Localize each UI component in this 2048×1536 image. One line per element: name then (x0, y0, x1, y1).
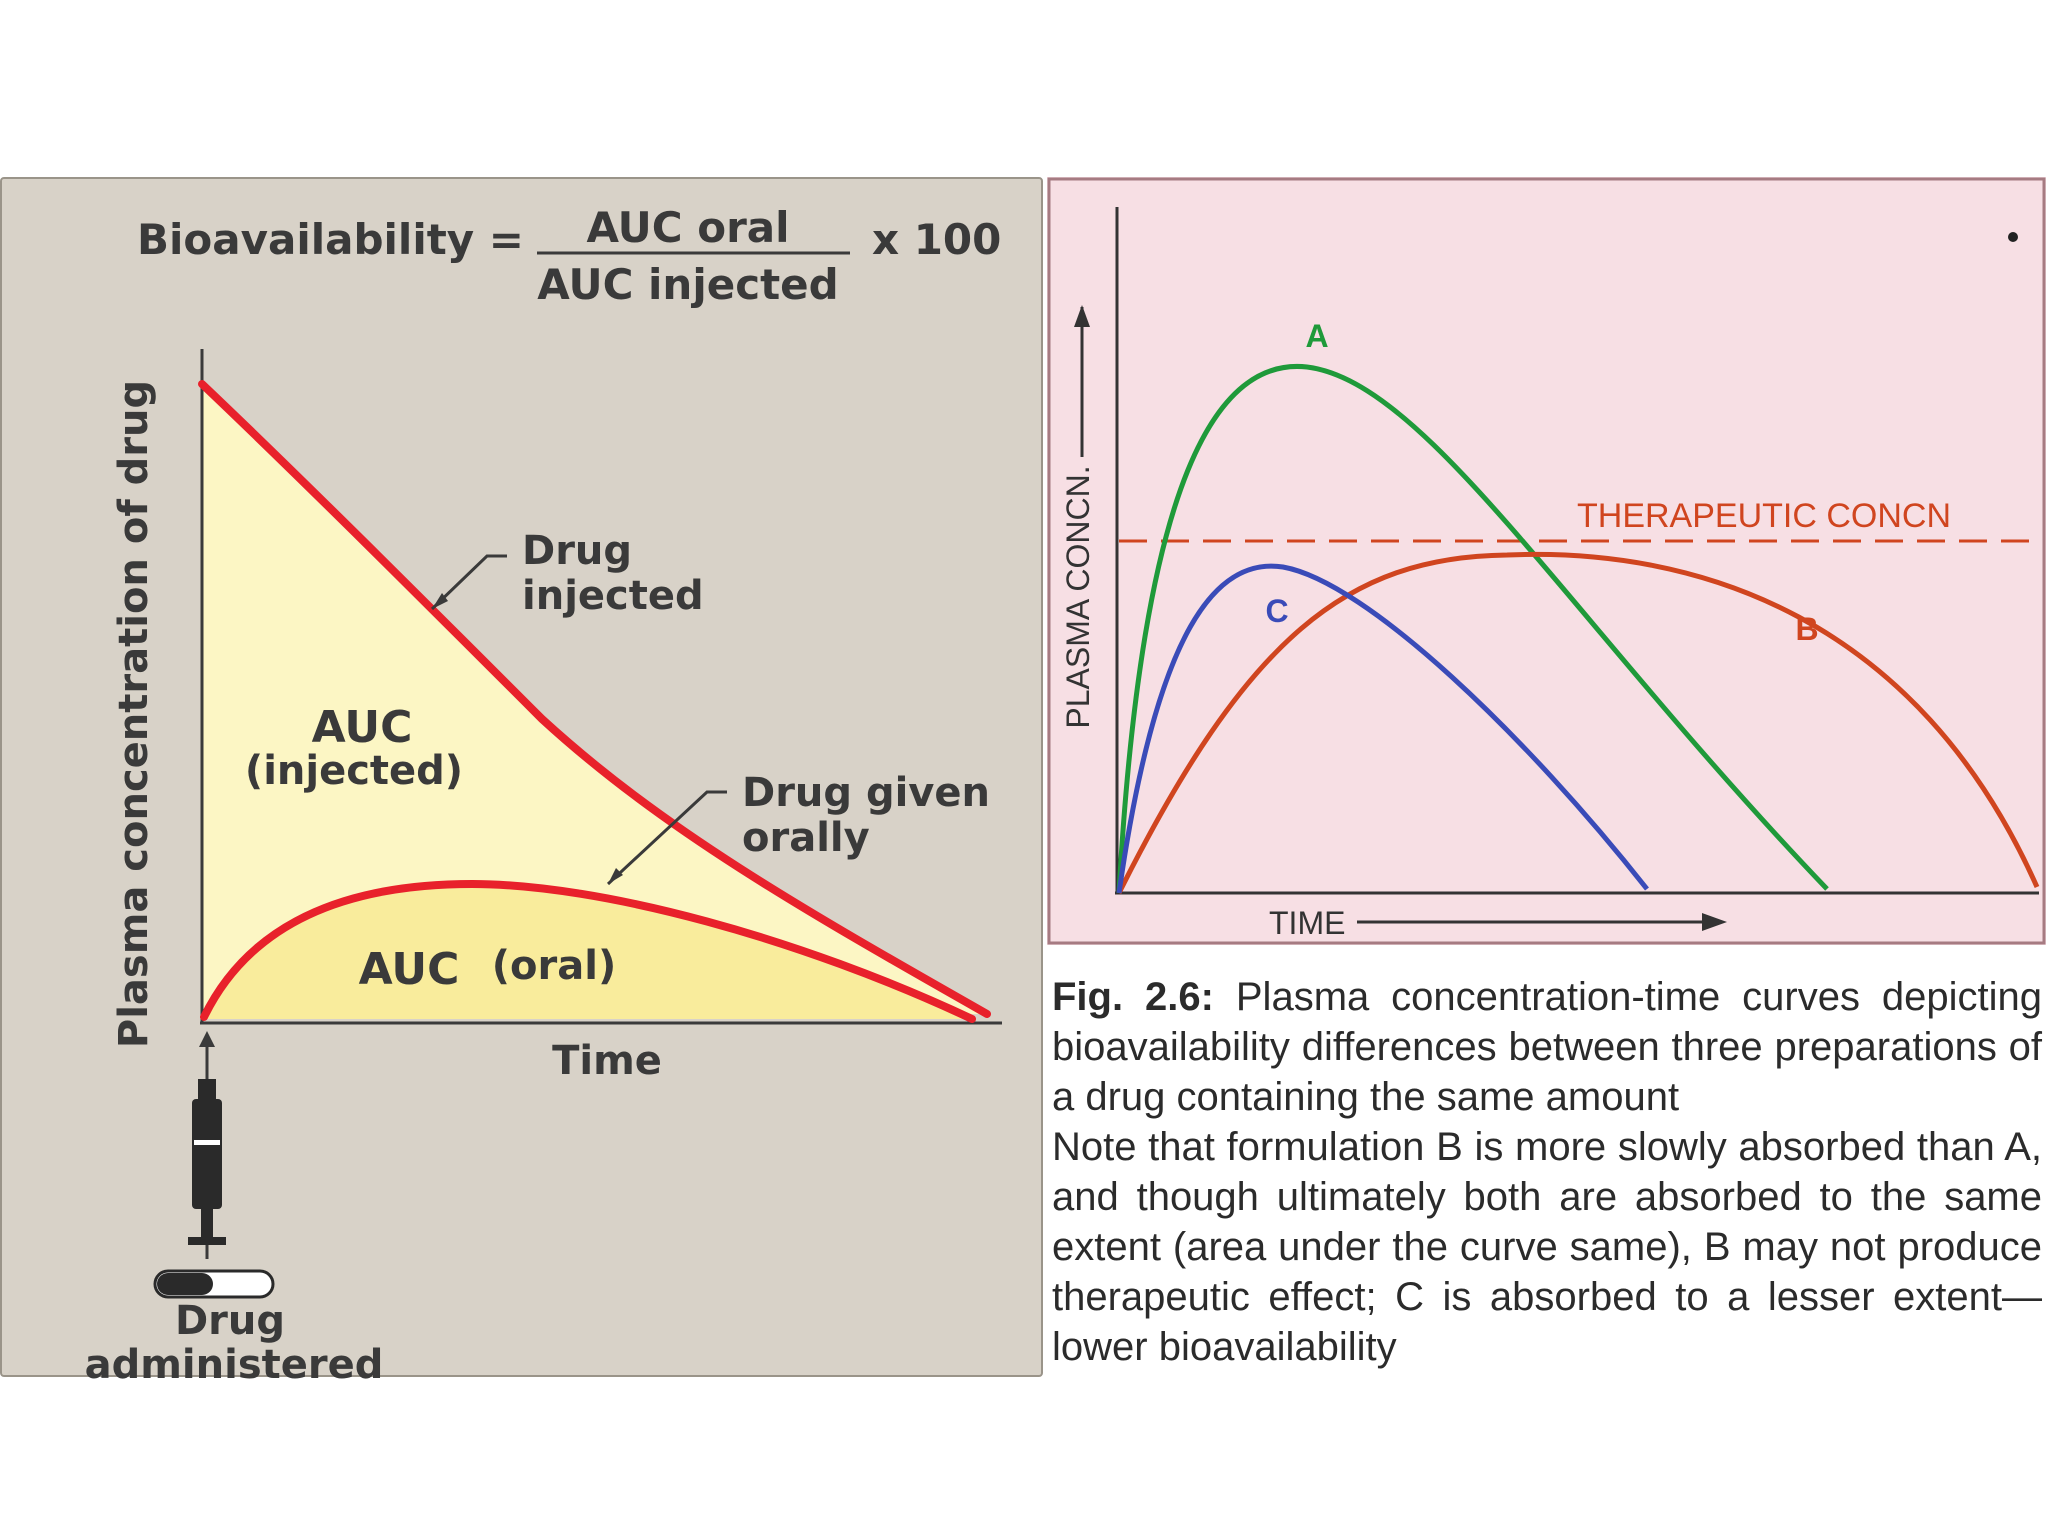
print-speck (2008, 232, 2018, 242)
left-chart-svg: Bioavailability = AUC oral AUC injected … (85, 203, 1002, 1379)
syringe-icon (188, 1031, 226, 1259)
series-line-A (1116, 363, 1829, 894)
auc-injected-label-1: AUC (312, 702, 413, 753)
left-panel: Bioavailability = AUC oral AUC injected … (0, 177, 1043, 1379)
left-x-axis-label: Time (552, 1038, 662, 1084)
caption-fig-number: Fig. 2.6: (1052, 975, 1214, 1019)
administered-label-2: administered (85, 1342, 384, 1379)
label-injected-line1: Drug (522, 528, 632, 574)
auc-oral-area (202, 884, 972, 1019)
series-line-drug-injected (198, 380, 991, 1018)
pointer-oral (606, 790, 727, 886)
series-label-C: C (1265, 593, 1288, 629)
right-x-arrow-head (1702, 913, 1727, 931)
right-chart-svg: PLASMA CONCN. TIME THERAPEUTIC CONCN A C… (1047, 177, 2046, 945)
formula-lhs: Bioavailability = (137, 215, 524, 264)
left-y-axis-label: Plasma concentration of drug (111, 380, 157, 1048)
figure-caption: Fig. 2.6: Plasma concentration-time curv… (1052, 972, 2042, 1372)
series-line-B (1116, 551, 2040, 895)
label-oral-line2: orally (742, 815, 870, 861)
pointer-oral-head (608, 868, 623, 884)
right-x-axis-label: TIME (1269, 905, 1345, 941)
administered-label-1: Drug (175, 1298, 285, 1344)
label-injected-line2: injected (522, 573, 704, 619)
right-chart-border (1047, 177, 2046, 945)
pill-icon (153, 1269, 275, 1299)
caption-paragraph-1: Fig. 2.6: Plasma concentration-time curv… (1052, 972, 2042, 1122)
formula-numerator: AUC oral (586, 203, 789, 252)
right-panel: PLASMA CONCN. TIME THERAPEUTIC CONCN A C… (1047, 177, 2046, 1377)
auc-injected-area (202, 384, 987, 1019)
caption-line-1: Plasma concentration-time curves depicti… (1052, 975, 2042, 1119)
series-line-drug-oral (200, 879, 976, 1023)
right-y-arrow-head (1074, 305, 1090, 327)
series-label-A: A (1305, 318, 1328, 354)
series-label-B: B (1795, 611, 1818, 647)
pointer-injected-head (432, 593, 448, 609)
caption-line-2: Note that formulation B is more slowly a… (1052, 1125, 2042, 1369)
label-oral-line1: Drug given (742, 770, 990, 816)
formula-denominator: AUC injected (537, 260, 838, 309)
auc-injected-label-2: (injected) (245, 748, 463, 794)
right-chart-background (1047, 177, 2046, 945)
auc-oral-label-2: (oral) (492, 943, 616, 989)
auc-oral-label-1: AUC (359, 944, 460, 995)
series-line-C (1116, 563, 1649, 894)
right-y-axis-label: PLASMA CONCN. (1060, 465, 1096, 728)
pointer-injected (430, 554, 507, 611)
formula-multiplier: x 100 (872, 215, 1001, 264)
therapeutic-label: THERAPEUTIC CONCN (1577, 497, 1951, 535)
